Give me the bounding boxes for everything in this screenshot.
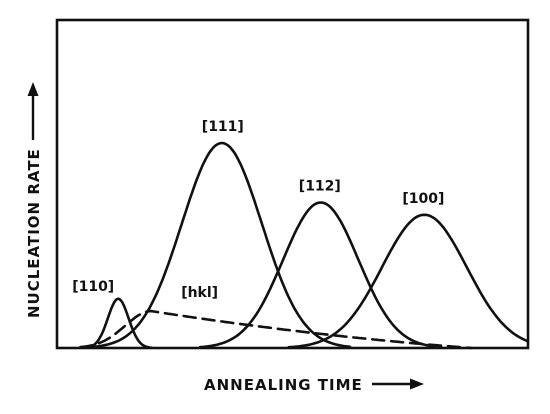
series-label-110: [110] <box>72 279 114 295</box>
series-label-112: [112] <box>299 179 341 195</box>
y-axis-label: NUCLEATION RATE <box>25 148 43 318</box>
x-axis-arrow-head <box>410 378 424 390</box>
x-axis-label: ANNEALING TIME <box>204 376 363 394</box>
curves-group <box>79 141 530 350</box>
peak-labels-group: [110] [hkl] [111] [112] [100] <box>72 119 444 301</box>
series-curve-111 <box>92 141 352 349</box>
series-curve-100 <box>287 213 530 349</box>
y-axis-arrow-head <box>27 82 39 96</box>
series-label-111: [111] <box>202 119 244 135</box>
y-axis-label-group: NUCLEATION RATE <box>25 82 43 318</box>
series-curve-110 <box>83 297 153 349</box>
x-axis-label-group: ANNEALING TIME <box>204 376 424 394</box>
series-curve-112 <box>198 201 443 349</box>
series-label-100: [100] <box>402 191 444 207</box>
series-label-hkl: [hkl] <box>181 285 218 301</box>
plot-frame <box>55 18 530 350</box>
